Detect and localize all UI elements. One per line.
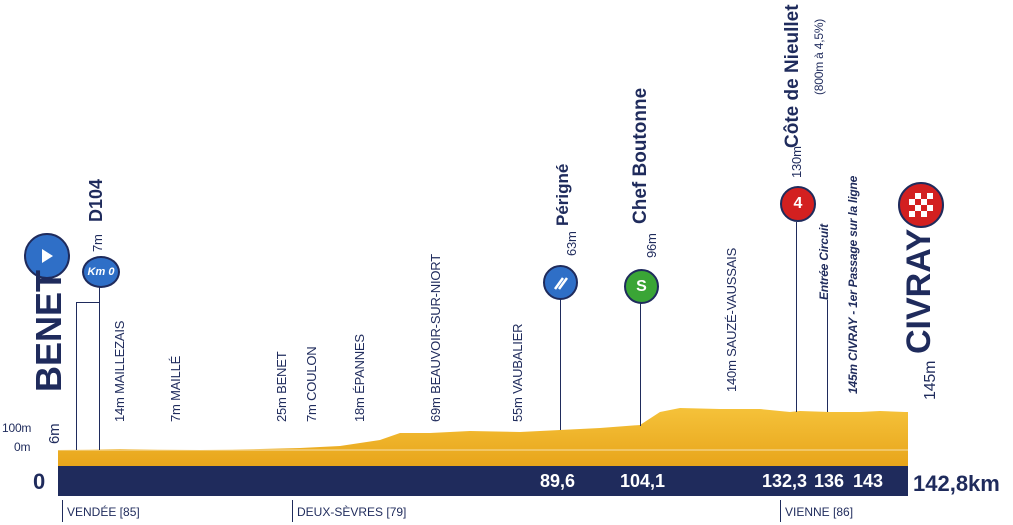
- start-altitude: 6m: [46, 423, 63, 444]
- first-passage-label: 145m CIVRAY - 1er Passage sur la ligne: [846, 175, 860, 394]
- km0-badge: Km 0: [82, 256, 120, 288]
- profile-area: [58, 408, 908, 466]
- start-name: BENET: [28, 269, 69, 392]
- dept-vendee: VENDÉE [85]: [67, 505, 140, 519]
- place-vaubalier: 55m VAUBALIER: [510, 323, 525, 422]
- entree-circuit-label: Entrée Circuit: [817, 224, 831, 300]
- cote-nieullet-name: Côte de Nieullet: [782, 4, 803, 148]
- climb-category-badge: 4: [780, 186, 816, 222]
- start-play-icon: [24, 233, 70, 279]
- perigne-name: Périgné: [553, 163, 572, 226]
- altitude-bottom-label: 0m: [14, 440, 31, 454]
- dept-deux-sevres: DEUX-SÈVRES [79]: [297, 505, 407, 519]
- km-passage: 143: [853, 471, 884, 491]
- distance-axis-bar: [58, 466, 908, 496]
- km0-line: [99, 285, 100, 450]
- finish-name: CIVRAY: [900, 228, 938, 354]
- distance-total: 142,8km: [913, 471, 1000, 496]
- dept-divider: [780, 500, 781, 522]
- place-benet: 25m BENET: [274, 351, 289, 422]
- feed-zone-icon: [543, 265, 578, 300]
- finish-altitude: 145m: [922, 360, 939, 400]
- altitude-top-label: 100m: [2, 421, 32, 435]
- entree-circuit-line: [827, 300, 828, 412]
- chef-boutonne-line: [640, 302, 641, 426]
- finish-flag-icon: [898, 182, 944, 228]
- dept-vienne: VIENNE [86]: [785, 505, 854, 519]
- sprint-badge: S: [624, 269, 659, 304]
- place-maillezais: 14m MAILLEZAIS: [112, 320, 127, 422]
- perigne-altitude: 63m: [564, 231, 579, 256]
- chef-boutonne-altitude: 96m: [644, 233, 659, 258]
- km0-altitude: 7m: [90, 234, 105, 252]
- chef-boutonne-name: Chef Boutonne: [630, 87, 651, 224]
- perigne-line: [560, 298, 561, 430]
- km0-road: D104: [86, 178, 106, 222]
- km0-connector: [76, 302, 100, 303]
- distance-zero: 0: [33, 469, 46, 494]
- km-chef-boutonne: 104,1: [620, 471, 666, 491]
- dept-divider: [62, 500, 63, 522]
- place-maille: 7m MAILLÉ: [168, 355, 183, 422]
- km-cote-nieullet: 132,3: [762, 471, 808, 491]
- place-epannes: 18m ÉPANNES: [352, 334, 367, 422]
- km-entree-circuit: 136: [814, 471, 845, 491]
- cote-nieullet-line: [796, 222, 797, 412]
- cote-nieullet-detail: (800m à 4,5%): [812, 18, 826, 95]
- cote-nieullet-altitude: 130m: [789, 146, 804, 178]
- dept-divider: [292, 500, 293, 522]
- km-perigne: 89,6: [540, 471, 576, 491]
- place-coulon: 7m COULON: [304, 346, 319, 423]
- place-beauvoir: 69m BEAUVOIR-SUR-NIORT: [428, 254, 443, 422]
- place-sauze-vaussais: 140m SAUZÉ-VAUSSAIS: [724, 247, 739, 392]
- start-line: [76, 302, 77, 450]
